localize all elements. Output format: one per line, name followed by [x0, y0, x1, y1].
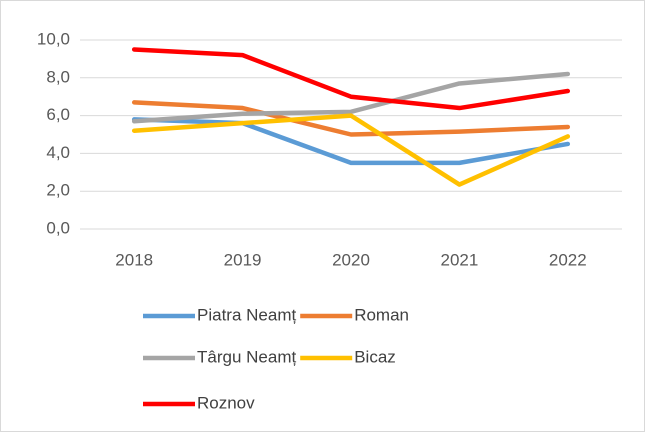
series-line	[131, 71, 571, 124]
y-tick-label: 2,0	[46, 181, 70, 200]
x-tick-label: 2019	[224, 250, 262, 269]
legend-label: Piatra Neamț	[197, 305, 296, 324]
y-tick-label: 10,0	[37, 29, 70, 48]
x-tick-label: 2022	[549, 250, 587, 269]
x-tick-label: 2020	[332, 250, 370, 269]
series-line	[131, 47, 571, 111]
y-tick-label: 0,0	[46, 218, 70, 237]
series-line	[131, 117, 571, 166]
legend-label: Târgu Neamț	[197, 347, 296, 366]
y-tick-label: 6,0	[46, 105, 70, 124]
legend: Piatra Neamț Roman Târgu Neamț Bicaz Roznov	[143, 305, 409, 412]
legend-label: Roznov	[197, 393, 255, 412]
series-line	[131, 100, 571, 137]
y-tick-label: 8,0	[46, 67, 70, 86]
legend-label: Roman	[354, 305, 409, 324]
y-tick-label: 4,0	[46, 143, 70, 162]
series-line	[131, 113, 571, 187]
legend-label: Bicaz	[354, 347, 396, 366]
x-tick-label: 2018	[115, 250, 153, 269]
x-tick-label: 2021	[440, 250, 478, 269]
